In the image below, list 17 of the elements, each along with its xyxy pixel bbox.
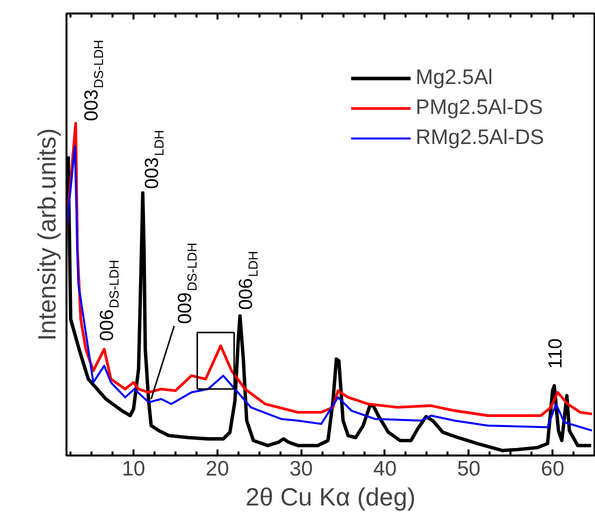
x-tick-label: 60 [540,458,564,480]
annotation: 006DS-LDH [97,260,122,342]
y-axis-title: Intensity (arb.units) [34,128,62,341]
x-tick-label: 10 [122,458,146,480]
legend-label: PMg2.5Al-DS [416,95,543,121]
annotation: 003DS-LDH [82,40,106,122]
x-tick-label: 50 [457,458,480,480]
legend-label: Mg2.5Al [416,65,493,91]
x-tick-label: 20 [206,458,230,480]
legend-label: RMg2.5Al-DS [416,125,544,151]
annotation: 003LDH [142,130,166,189]
annotation: 110 [545,338,566,369]
annotation: 006LDH [236,250,260,310]
annotation: 009DS-LDH [175,242,200,324]
x-tick-label: 30 [289,458,313,480]
x-axis-title: 2θ Cu Kα (deg) [245,484,416,512]
x-tick-label: 40 [373,458,397,480]
